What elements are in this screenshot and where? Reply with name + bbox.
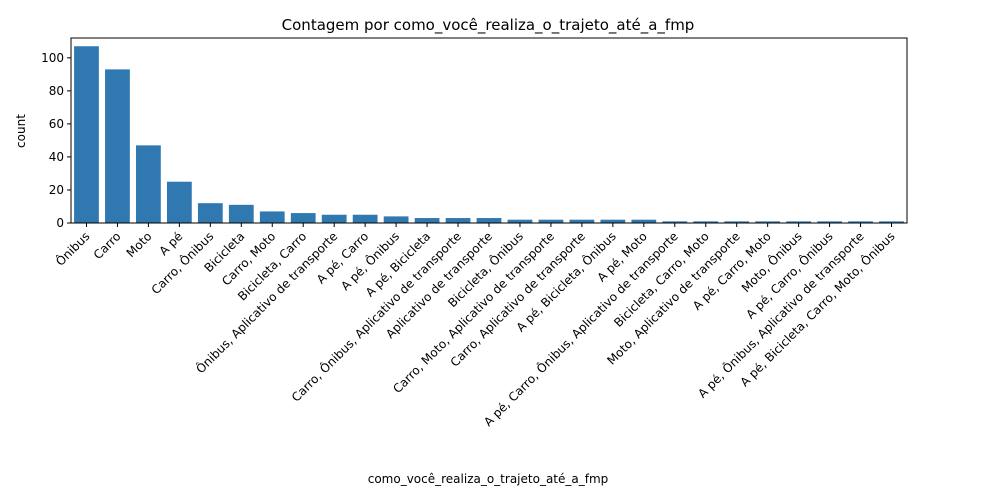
y-tick-label: 40	[49, 150, 64, 164]
bar	[290, 213, 316, 223]
x-tick-label: Ônibus	[52, 229, 92, 269]
y-axis: 0 20 40 60 80 100	[41, 51, 71, 230]
bar	[259, 211, 285, 223]
bar	[600, 219, 626, 223]
bar	[662, 221, 688, 223]
bar	[321, 214, 347, 223]
bar	[352, 214, 378, 223]
bar	[631, 219, 657, 223]
bar	[848, 221, 873, 223]
bar	[724, 221, 750, 223]
bar	[136, 145, 161, 223]
x-tick-label: Carro	[91, 229, 124, 262]
bars-group	[74, 46, 904, 224]
bar	[817, 221, 842, 223]
chart-title: Contagem por como_você_realiza_o_trajeto…	[282, 16, 695, 35]
y-tick-label: 0	[56, 216, 64, 230]
bar	[693, 221, 719, 223]
bar	[786, 221, 812, 223]
bar	[166, 181, 192, 223]
bar	[538, 219, 564, 223]
x-tick-label: Moto	[124, 229, 155, 260]
bar	[879, 221, 904, 223]
plot-frame	[70, 37, 908, 224]
x-axis-label: como_você_realiza_o_trajeto_até_a_fmp	[368, 472, 609, 486]
y-axis-label: count	[14, 114, 28, 148]
bar	[507, 219, 533, 223]
bar	[105, 69, 130, 223]
y-tick-label: 100	[41, 51, 64, 65]
bar	[74, 46, 99, 224]
y-tick-label: 20	[49, 183, 64, 197]
y-tick-label: 80	[49, 84, 64, 98]
bar	[197, 203, 223, 223]
bar	[414, 218, 440, 223]
bar	[228, 204, 254, 223]
bar	[383, 216, 409, 223]
bar	[445, 218, 471, 223]
bar	[755, 221, 781, 223]
bar	[476, 218, 502, 223]
y-tick-label: 60	[49, 117, 64, 131]
bar	[569, 219, 595, 223]
